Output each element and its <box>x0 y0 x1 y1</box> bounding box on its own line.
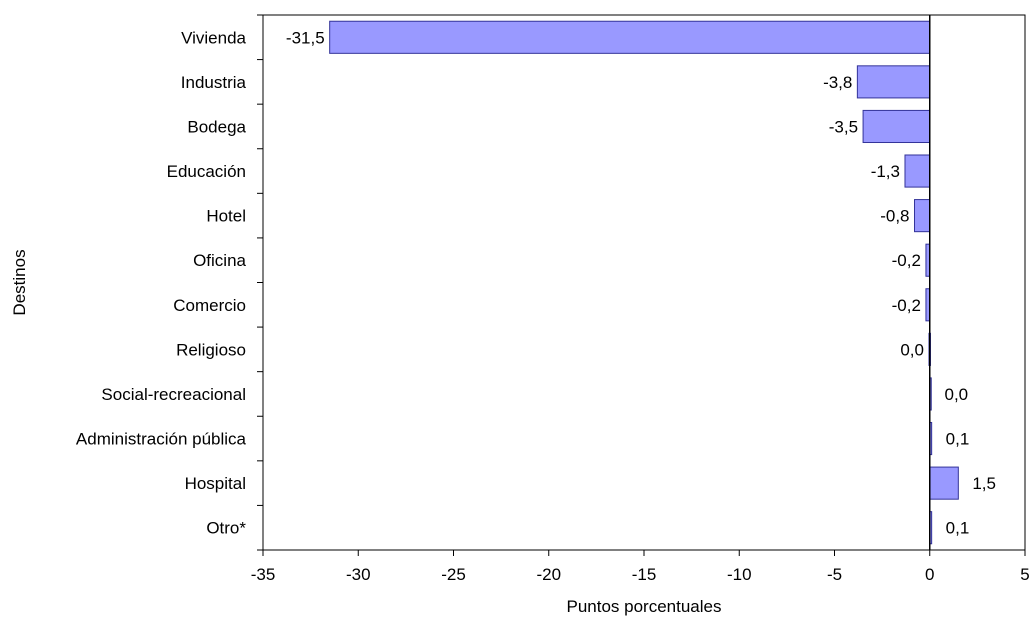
x-tick-label: -20 <box>536 565 561 584</box>
category-label: Oficina <box>193 251 246 270</box>
category-label: Hotel <box>206 207 246 226</box>
category-label: Otro* <box>206 519 246 538</box>
bar <box>929 466 959 500</box>
category-label: Industria <box>181 73 247 92</box>
y-axis-title: Destinos <box>10 249 29 315</box>
x-tick-label: 0 <box>925 565 934 584</box>
data-labels-group: -31,5 -3,8 -3,5 -1,3 -0,8 -0,2 -0,2 0,0 0,0 0,1 1,… <box>286 28 996 537</box>
category-label: Hospital <box>185 474 246 493</box>
x-tick-label: -15 <box>632 565 657 584</box>
bar <box>862 109 931 144</box>
axes-group: -35 -30 -25 -20 -15 -10 -5 0 5 <box>251 14 1030 584</box>
x-tick-label: -30 <box>346 565 371 584</box>
data-label: -0,2 <box>892 296 921 315</box>
x-tick-label: -35 <box>251 565 276 584</box>
data-label: -0,8 <box>880 207 909 226</box>
data-label: 1,5 <box>972 474 996 493</box>
data-label: 0,1 <box>946 430 970 449</box>
data-label: 0,1 <box>946 519 970 538</box>
bar <box>856 65 931 99</box>
data-label: -3,8 <box>823 73 852 92</box>
x-tick-label: -25 <box>441 565 466 584</box>
category-label: Administración pública <box>76 430 247 449</box>
category-label: Educación <box>167 162 246 181</box>
x-tick-label: 5 <box>1020 565 1029 584</box>
data-label: 0,0 <box>945 385 969 404</box>
data-label: -0,2 <box>892 251 921 270</box>
bar <box>904 154 931 188</box>
data-label: -1,3 <box>871 162 900 181</box>
category-label: Bodega <box>187 117 246 136</box>
category-label: Comercio <box>173 296 246 315</box>
bar <box>914 199 931 233</box>
data-label: 0,0 <box>900 340 924 359</box>
data-label: -31,5 <box>286 28 325 47</box>
x-tick-label: -10 <box>727 565 752 584</box>
category-labels-group: Vivienda Industria Bodega Educación Hotel Ofi… <box>76 28 247 537</box>
category-label: Social-recreacional <box>101 385 246 404</box>
x-axis-title: Puntos porcentuales <box>567 597 722 616</box>
x-tick-label: -5 <box>827 565 842 584</box>
data-label: -3,5 <box>829 117 858 136</box>
category-label: Vivienda <box>181 28 246 47</box>
bars-group <box>329 20 959 545</box>
category-label: Religioso <box>176 340 246 359</box>
bar <box>329 20 931 54</box>
